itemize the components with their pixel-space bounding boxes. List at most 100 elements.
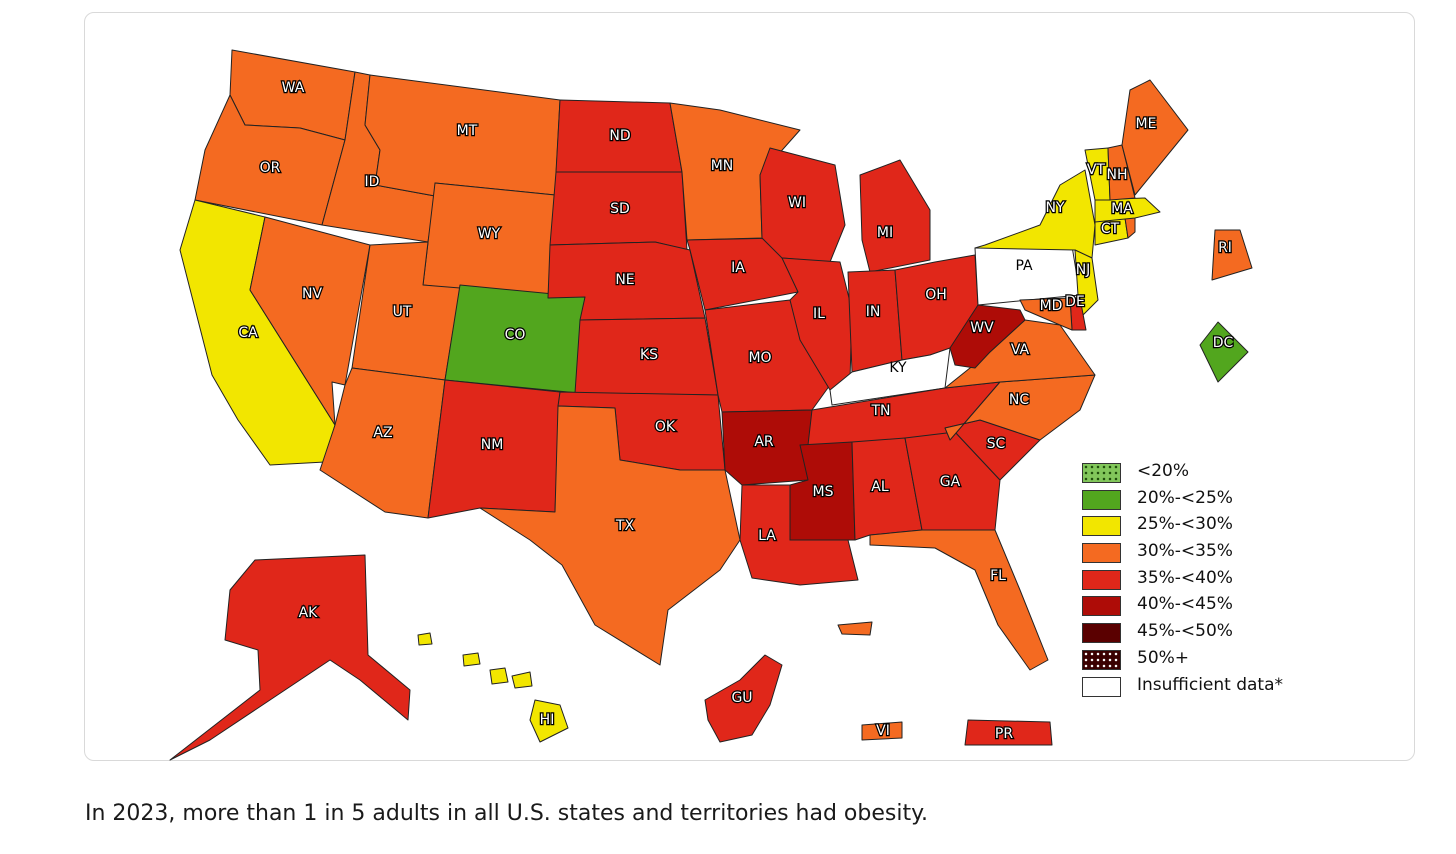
legend-label: 35%-<40% [1137, 567, 1233, 588]
state-label-IL: IL [813, 306, 825, 322]
legend-label: 25%-<30% [1137, 514, 1233, 535]
state-HI-islands-c[interactable] [417, 632, 433, 646]
legend-swatch [1082, 623, 1121, 644]
legend-label: 20%-<25% [1137, 487, 1233, 508]
legend-swatch [1082, 463, 1121, 483]
state-label-HI: HI [540, 712, 555, 728]
state-HI-islands-a[interactable] [489, 667, 509, 685]
legend-swatch [1082, 569, 1121, 590]
state-label-CO: CO [505, 327, 526, 343]
state-AR[interactable] [721, 409, 813, 486]
state-FL[interactable] [869, 529, 1049, 671]
state-label-TN: TN [870, 403, 890, 419]
state-label-KS: KS [640, 347, 658, 363]
legend-label: 30%-<35% [1137, 541, 1233, 562]
state-label-IN: IN [866, 304, 881, 320]
state-label-WA: WA [282, 80, 305, 96]
state-label-NC: NC [1009, 392, 1029, 408]
state-label-WY: WY [478, 226, 501, 242]
state-label-GU: GU [731, 690, 752, 706]
state-label-RI: RI [1218, 240, 1232, 256]
state-KY[interactable] [829, 347, 951, 406]
state-HI[interactable] [529, 699, 569, 743]
state-label-PR: PR [995, 726, 1013, 742]
legend-swatch [1082, 489, 1121, 510]
state-label-PA: PA [1015, 258, 1033, 274]
legend-swatch [1082, 543, 1121, 564]
legend-swatch [1082, 676, 1121, 697]
state-label-GA: GA [940, 474, 961, 490]
state-label-MA: MA [1111, 201, 1133, 217]
state-AK[interactable] [169, 554, 411, 761]
state-label-IA: IA [731, 260, 745, 276]
legend-swatch [1082, 596, 1121, 617]
state-label-NH: NH [1107, 167, 1128, 183]
state-MD[interactable] [1019, 297, 1073, 331]
state-label-ID: ID [365, 174, 380, 190]
state-label-KY: KY [889, 360, 907, 376]
state-label-MI: MI [877, 225, 893, 241]
state-label-CT: CT [1101, 221, 1120, 237]
legend-label: Insufficient data* [1137, 674, 1284, 695]
caption: In 2023, more than 1 in 5 adults in all … [85, 801, 928, 826]
state-label-AK: AK [299, 605, 319, 621]
state-label-OK: OK [655, 419, 676, 435]
state-NY[interactable] [974, 169, 1096, 259]
state-label-MD: MD [1040, 298, 1063, 314]
state-label-VT: VT [1087, 162, 1106, 178]
state-label-AL: AL [871, 479, 889, 495]
state-label-MT: MT [457, 123, 478, 139]
state-label-SC: SC [987, 436, 1006, 452]
state-label-ME: ME [1136, 116, 1157, 132]
territory-fragment [837, 621, 873, 636]
state-label-WI: WI [788, 195, 806, 211]
state-label-MN: MN [711, 158, 734, 174]
state-VI[interactable] [861, 721, 903, 741]
state-label-LA: LA [758, 528, 776, 544]
state-ME[interactable] [1121, 79, 1189, 196]
state-label-OH: OH [925, 287, 947, 303]
legend-swatch [1082, 516, 1121, 537]
state-label-DC: DC [1213, 335, 1234, 351]
state-WV[interactable] [949, 304, 1026, 369]
legend-label: 45%-<50% [1137, 621, 1233, 642]
state-label-VA: VA [1011, 342, 1030, 358]
state-label-ND: ND [609, 128, 630, 144]
state-label-AR: AR [754, 434, 774, 450]
state-label-MS: MS [813, 484, 834, 500]
state-label-NM: NM [481, 437, 504, 453]
state-label-NJ: NJ [1076, 262, 1091, 278]
state-label-DE: DE [1065, 294, 1085, 310]
state-label-NY: NY [1045, 200, 1064, 216]
legend-label: 50%+ [1137, 647, 1190, 668]
legend-swatch [1082, 649, 1121, 670]
state-AZ[interactable] [319, 367, 446, 519]
state-label-WV: WV [970, 320, 994, 336]
state-PR[interactable] [964, 719, 1053, 746]
state-label-FL: FL [990, 568, 1006, 584]
state-GU[interactable] [704, 654, 783, 743]
state-MA[interactable] [1094, 197, 1161, 223]
state-label-OR: OR [260, 160, 281, 176]
state-HI-islands-d[interactable] [511, 671, 533, 689]
legend-label: <20% [1137, 461, 1190, 481]
state-WI[interactable] [759, 147, 846, 263]
state-RI-inset[interactable] [1211, 229, 1253, 281]
state-label-CA: CA [238, 325, 258, 341]
state-MI[interactable] [859, 159, 931, 273]
state-label-MO: MO [748, 350, 771, 366]
state-label-NV: NV [302, 286, 322, 302]
state-TX[interactable] [479, 405, 741, 666]
state-HI-islands-b[interactable] [462, 652, 481, 667]
state-label-AZ: AZ [373, 425, 392, 441]
state-label-UT: UT [393, 304, 412, 320]
legend-label: 40%-<45% [1137, 594, 1233, 615]
state-label-SD: SD [610, 201, 630, 217]
state-DC-inset[interactable] [1199, 321, 1249, 383]
state-NH[interactable] [1107, 144, 1136, 201]
state-label-VI: VI [876, 723, 890, 739]
state-label-NE: NE [615, 272, 634, 288]
state-label-TX: TX [615, 518, 635, 534]
state-IN[interactable] [847, 269, 903, 373]
